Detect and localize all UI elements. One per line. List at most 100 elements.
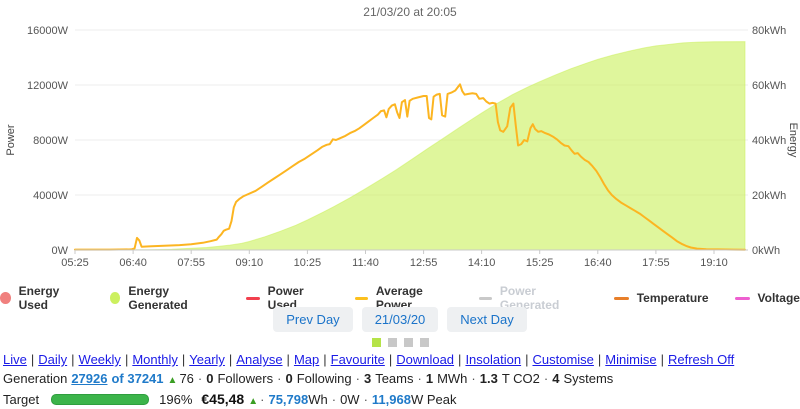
legend-item-power-generated[interactable]: Power Generated: [478, 284, 588, 312]
nav-link-favourite[interactable]: Favourite: [330, 352, 385, 367]
link-separator: |: [323, 352, 327, 367]
nav-links-row: Live | Daily | Weekly | Monthly | Yearly | Analyse…: [3, 352, 734, 367]
stat-segment: 0W: [340, 392, 360, 407]
stat-segment: 11,968: [371, 392, 411, 407]
link-separator: |: [228, 352, 233, 367]
nav-link-map[interactable]: Map: [293, 352, 320, 367]
y-axis-title-power: Power: [5, 124, 17, 156]
up-arrow-icon: ▲: [167, 375, 178, 386]
legend-item-temperature[interactable]: Temperature: [613, 291, 709, 305]
stat-segment: 76: [179, 371, 194, 386]
series-energy-generated: [74, 41, 746, 251]
stat-segment: Teams: [375, 371, 414, 386]
average-power-line-icon: [354, 296, 368, 300]
legend-item-voltage[interactable]: Voltage: [734, 291, 800, 305]
stat-segment: Systems: [563, 371, 614, 386]
generation-value-link[interactable]: 27926: [71, 371, 108, 386]
y-right-tick: 20kWh: [752, 190, 786, 202]
x-axis-tick: 15:25: [526, 257, 554, 269]
x-axis-tick: 06:40: [119, 257, 147, 269]
x-axis-tick: 09:10: [236, 257, 264, 269]
stat-segment: 0: [285, 371, 293, 386]
link-separator: |: [124, 352, 129, 367]
stat-segment: Wh: [308, 392, 328, 407]
legend-label: Energy Used: [18, 284, 60, 312]
pager-dot-4[interactable]: [419, 338, 429, 347]
x-axis-tick: 14:10: [468, 257, 496, 269]
nav-link-insolation[interactable]: Insolation: [465, 352, 522, 367]
nav-link-monthly[interactable]: Monthly: [132, 352, 178, 367]
x-axis-tick: 12:55: [410, 257, 438, 269]
page-dots: [0, 338, 800, 347]
y-left-tick: 16000W: [27, 25, 69, 37]
y-right-tick: 40kWh: [752, 135, 786, 147]
x-axis-tick: 17:55: [642, 257, 670, 269]
nav-link-analyse[interactable]: Analyse: [236, 352, 283, 367]
y-left-tick: 0W: [52, 245, 69, 257]
legend-label: Voltage: [757, 291, 800, 305]
nav-link-live[interactable]: Live: [3, 352, 27, 367]
temperature-line-icon: [613, 296, 629, 300]
stat-segment: ·: [197, 371, 203, 386]
next-day-button[interactable]: Next Day: [447, 307, 527, 332]
y-left-tick: 8000W: [33, 135, 68, 147]
y-right-tick: 60kWh: [752, 80, 786, 92]
legend-item-energy-generated[interactable]: Energy Generated: [109, 284, 221, 312]
stat-segment: 75,798: [268, 392, 309, 407]
stat-segment: Following: [296, 371, 352, 386]
nav-link-daily[interactable]: Daily: [38, 352, 68, 367]
link-separator: |: [388, 352, 393, 367]
pager-dot-1[interactable]: [371, 338, 381, 347]
stat-segment: 3: [363, 371, 372, 386]
chart-series: [74, 41, 746, 251]
prev-day-button[interactable]: Prev Day: [273, 307, 353, 332]
y-right-tick: 0kWh: [752, 245, 780, 257]
voltage-line-icon: [734, 296, 750, 300]
date-button[interactable]: 21/03/20: [361, 307, 439, 332]
axis-ticks: 16000W 12000W 8000W 4000W 0W 80kWh 60kWh 40kWh 2…: [27, 25, 786, 269]
nav-link-customise[interactable]: Customise: [532, 352, 594, 367]
target-stats: €45,48 ▲ · 75,798Wh · 0W · 11,968W Peak: [201, 391, 460, 407]
pager-dot-2[interactable]: [387, 338, 397, 347]
target-progress-bar: [51, 393, 150, 405]
stat-segment: ·: [363, 392, 368, 407]
energy-used-dot-icon: [0, 292, 11, 304]
stat-segment: ·: [277, 371, 282, 386]
power-energy-chart: 16000W 12000W 8000W 4000W 0W 80kWh 60kWh 40kWh 2…: [5, 25, 799, 269]
stat-segment: W Peak: [410, 392, 457, 407]
link-separator: |: [458, 352, 462, 367]
nav-link-refresh-off[interactable]: Refresh Off: [667, 352, 735, 367]
stat-segment: 1.3: [479, 371, 498, 386]
up-arrow-icon: ▲: [248, 396, 259, 407]
stat-segment: ·: [355, 371, 360, 386]
stat-segment: ·: [260, 392, 265, 407]
series-average-power: [74, 83, 746, 251]
legend-label: Temperature: [636, 291, 709, 305]
generation-stats-row: Generation 27926 of 37241 ▲ 76 · 0 Followers · 0 F…: [3, 371, 617, 386]
link-separator: |: [597, 352, 602, 367]
nav-link-minimise[interactable]: Minimise: [605, 352, 657, 367]
chart-title: 21/03/20 at 20:05: [363, 5, 457, 19]
legend-item-energy-used[interactable]: Energy Used: [0, 284, 84, 312]
stat-segment: €45,48: [201, 391, 245, 407]
stat-segment: 4: [552, 371, 560, 386]
day-controls: Prev Day 21/03/20 Next Day: [0, 307, 800, 332]
x-axis-tick: 16:40: [584, 257, 612, 269]
stat-segment: ·: [471, 371, 476, 386]
y-left-tick: 12000W: [27, 80, 69, 92]
x-axis-tick: 07:55: [177, 257, 205, 269]
link-separator: |: [525, 352, 529, 367]
stat-segment: ·: [331, 392, 337, 407]
pager-dot-3[interactable]: [403, 338, 413, 347]
stat-segment: ·: [543, 371, 549, 386]
stat-segment: 0: [206, 371, 214, 386]
nav-link-weekly[interactable]: Weekly: [78, 352, 121, 367]
nav-link-download[interactable]: Download: [396, 352, 455, 367]
target-label: Target: [3, 391, 40, 407]
legend-label: Power Generated: [499, 284, 560, 312]
nav-link-yearly[interactable]: Yearly: [189, 352, 225, 367]
link-separator: |: [181, 352, 186, 367]
x-axis-tick: 19:10: [700, 257, 728, 269]
y-right-tick: 80kWh: [752, 25, 786, 37]
